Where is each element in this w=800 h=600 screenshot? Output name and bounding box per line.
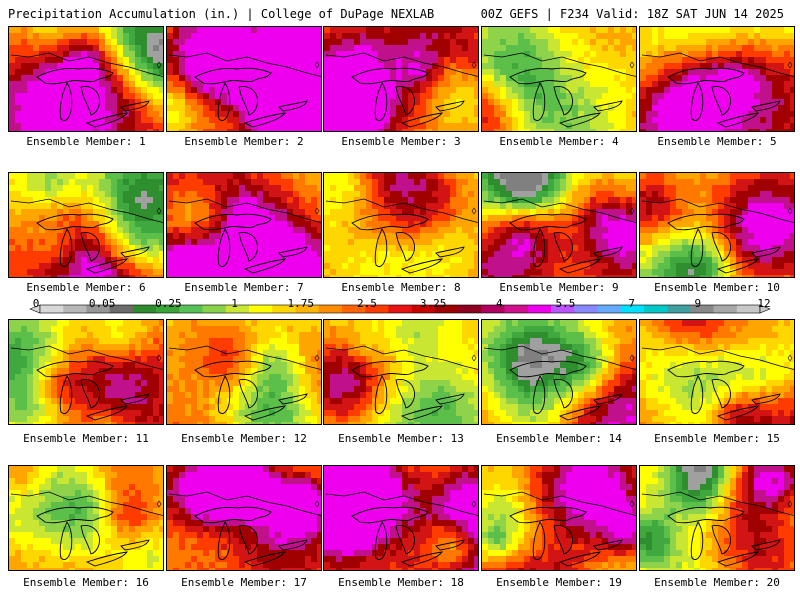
member-caption: Ensemble Member: 5 <box>657 135 777 148</box>
member-caption: Ensemble Member: 9 <box>499 281 619 294</box>
member-caption: Ensemble Member: 2 <box>184 135 304 148</box>
ensemble-member-map <box>166 465 322 571</box>
color-scale-bar <box>29 304 771 314</box>
member-caption: Ensemble Member: 15 <box>654 432 780 445</box>
member-caption: Ensemble Member: 13 <box>338 432 464 445</box>
ensemble-member-map <box>8 465 164 571</box>
member-caption: Ensemble Member: 12 <box>181 432 307 445</box>
member-caption: Ensemble Member: 6 <box>26 281 146 294</box>
member-caption: Ensemble Member: 18 <box>338 576 464 589</box>
ensemble-member-map <box>166 26 322 132</box>
ensemble-member-map <box>323 465 479 571</box>
member-caption: Ensemble Member: 17 <box>181 576 307 589</box>
ensemble-member-map <box>323 319 479 425</box>
color-scale-tick-label: 12 <box>757 297 771 310</box>
member-caption: Ensemble Member: 11 <box>23 432 149 445</box>
member-caption: Ensemble Member: 1 <box>26 135 146 148</box>
ensemble-member-map <box>481 465 637 571</box>
member-caption: Ensemble Member: 3 <box>341 135 461 148</box>
ensemble-member-map <box>166 172 322 278</box>
ensemble-member-map <box>481 26 637 132</box>
color-scale-tick-label: 9 <box>694 297 702 310</box>
member-caption: Ensemble Member: 7 <box>184 281 304 294</box>
color-scale-tick-label: 1 <box>231 297 238 310</box>
ensemble-member-map <box>639 319 795 425</box>
ensemble-member-map <box>639 26 795 132</box>
color-scale-tick-label: 3.25 <box>419 297 447 310</box>
color-scale-tick-label: 4 <box>495 297 503 310</box>
color-scale-tick-label: 0.05 <box>88 297 116 310</box>
color-scale-tick-label: 1.75 <box>287 297 314 310</box>
color-scale-tick-label: 0 <box>32 297 40 310</box>
header: Precipitation Accumulation (in.) | Colle… <box>0 0 800 24</box>
ensemble-member-map <box>166 319 322 425</box>
ensemble-member-map <box>481 319 637 425</box>
color-scale-tick-label: 5.5 <box>555 297 576 310</box>
ensemble-member-map <box>323 172 479 278</box>
color-scale-tick-label: 7 <box>628 297 635 310</box>
member-caption: Ensemble Member: 4 <box>499 135 619 148</box>
ensemble-member-map <box>481 172 637 278</box>
member-caption: Ensemble Member: 14 <box>496 432 622 445</box>
ensemble-member-map <box>639 465 795 571</box>
member-caption: Ensemble Member: 10 <box>654 281 780 294</box>
ensemble-member-map <box>8 172 164 278</box>
ensemble-member-map <box>639 172 795 278</box>
ensemble-member-map <box>8 319 164 425</box>
member-caption: Ensemble Member: 8 <box>341 281 461 294</box>
ensemble-member-map <box>323 26 479 132</box>
member-caption: Ensemble Member: 20 <box>654 576 780 589</box>
page-title: Precipitation Accumulation (in.) | Colle… <box>8 7 435 21</box>
member-caption: Ensemble Member: 16 <box>23 576 149 589</box>
member-caption: Ensemble Member: 19 <box>496 576 622 589</box>
color-scale-tick-label: 2.5 <box>356 297 377 310</box>
run-info: 00Z GEFS | F234 Valid: 18Z SAT JUN 14 20… <box>480 7 784 21</box>
color-scale-tick-label: 0.25 <box>155 297 182 310</box>
ensemble-member-map <box>8 26 164 132</box>
